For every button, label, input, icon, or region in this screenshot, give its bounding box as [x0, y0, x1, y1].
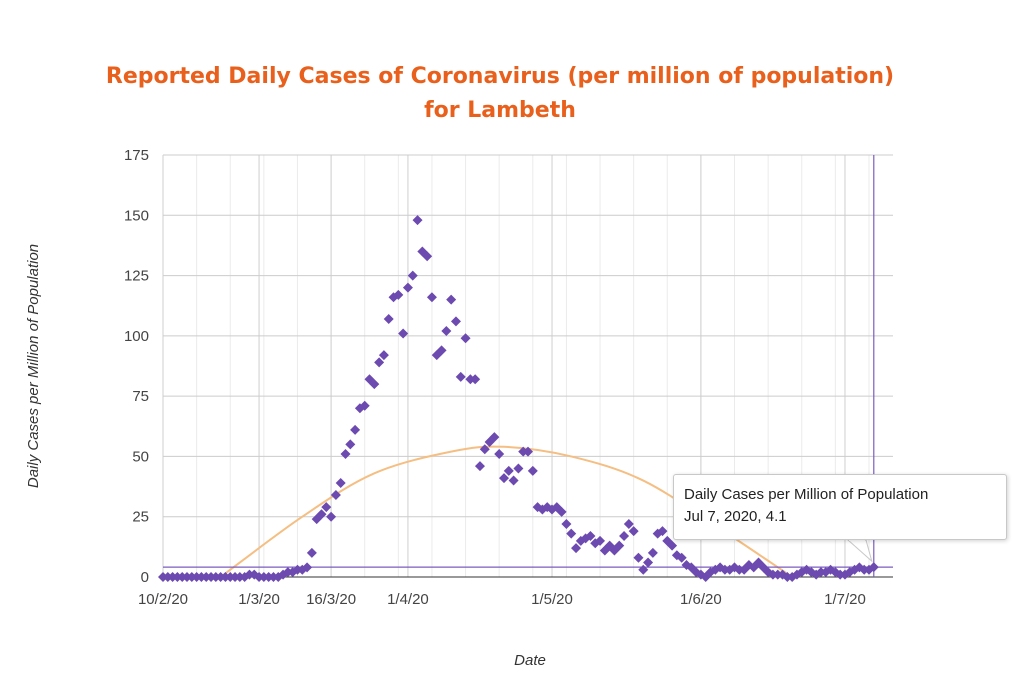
data-point: [633, 552, 644, 563]
data-point: [585, 531, 596, 542]
data-point: [422, 251, 433, 262]
data-point: [436, 345, 447, 356]
y-tick-label: 150: [124, 207, 149, 224]
data-point: [643, 557, 654, 568]
data-point: [460, 333, 471, 344]
data-point: [479, 444, 490, 455]
x-tick-label: 1/3/20: [238, 591, 280, 608]
x-tick-label: 1/4/20: [387, 591, 429, 608]
data-point: [441, 326, 452, 337]
data-point: [446, 294, 457, 305]
data-point: [426, 292, 437, 303]
chart-tooltip: Daily Cases per Million of Population Ju…: [673, 474, 1007, 540]
y-tick-label: 175: [124, 147, 149, 164]
y-tick-label: 125: [124, 268, 149, 285]
data-point: [306, 547, 317, 558]
data-point: [628, 526, 639, 537]
data-point: [523, 446, 533, 457]
data-point: [657, 526, 668, 537]
data-point: [374, 357, 385, 368]
data-point: [321, 502, 332, 513]
data-point: [330, 490, 341, 501]
data-point: [455, 371, 466, 382]
data-point: [378, 350, 389, 361]
y-tick-label: 0: [141, 569, 149, 586]
data-point: [340, 449, 351, 460]
data-point: [566, 528, 577, 539]
y-axis-label: Daily Cases per Million of Population: [25, 244, 42, 488]
y-tick-label: 75: [132, 388, 149, 405]
data-point: [498, 473, 509, 484]
data-point: [561, 518, 572, 529]
data-point: [393, 289, 404, 300]
data-point: [676, 552, 687, 563]
x-tick-label: 1/7/20: [824, 591, 866, 608]
data-point: [383, 313, 394, 324]
data-point: [513, 463, 524, 474]
x-tick-label: 1/6/20: [680, 591, 722, 608]
chart-title-line1: Reported Daily Cases of Coronavirus (per…: [105, 64, 895, 89]
data-point: [407, 270, 418, 281]
data-point: [326, 511, 337, 522]
data-point: [345, 439, 356, 450]
data-point: [489, 432, 500, 443]
y-tick-label: 100: [124, 328, 149, 345]
data-point: [359, 400, 370, 411]
data-point: [619, 531, 630, 542]
data-point: [335, 477, 346, 488]
data-point: [369, 379, 380, 390]
x-tick-label: 1/5/20: [531, 591, 573, 608]
x-tick-label: 16/3/20: [306, 591, 356, 608]
data-point: [623, 518, 634, 529]
data-point: [494, 449, 505, 460]
data-point: [508, 475, 519, 486]
data-point: [614, 540, 625, 551]
x-tick-label: 10/2/20: [138, 591, 188, 608]
data-point: [350, 424, 361, 435]
data-point: [556, 506, 567, 517]
data-point: [647, 547, 658, 558]
data-point: [571, 543, 582, 554]
data-point: [667, 540, 678, 551]
tooltip-series-name: Daily Cases per Million of Population: [684, 486, 929, 503]
data-point: [638, 564, 649, 575]
chart-title-line2: for Lambeth: [424, 98, 576, 123]
tooltip-point-value: Jul 7, 2020, 4.1: [684, 508, 787, 525]
data-point: [868, 562, 879, 573]
data-point: [402, 282, 413, 293]
data-point: [503, 465, 514, 476]
data-point: [412, 215, 423, 226]
x-axis-label: Date: [514, 652, 546, 669]
data-point: [316, 509, 327, 520]
data-point: [417, 246, 428, 257]
data-point: [474, 461, 485, 472]
data-point: [302, 562, 313, 573]
y-tick-label: 50: [132, 448, 149, 465]
data-point: [450, 316, 461, 327]
y-tick-label: 25: [132, 509, 149, 526]
data-point: [527, 465, 538, 476]
data-point: [595, 535, 606, 546]
data-point: [398, 328, 409, 339]
data-point: [470, 374, 481, 385]
